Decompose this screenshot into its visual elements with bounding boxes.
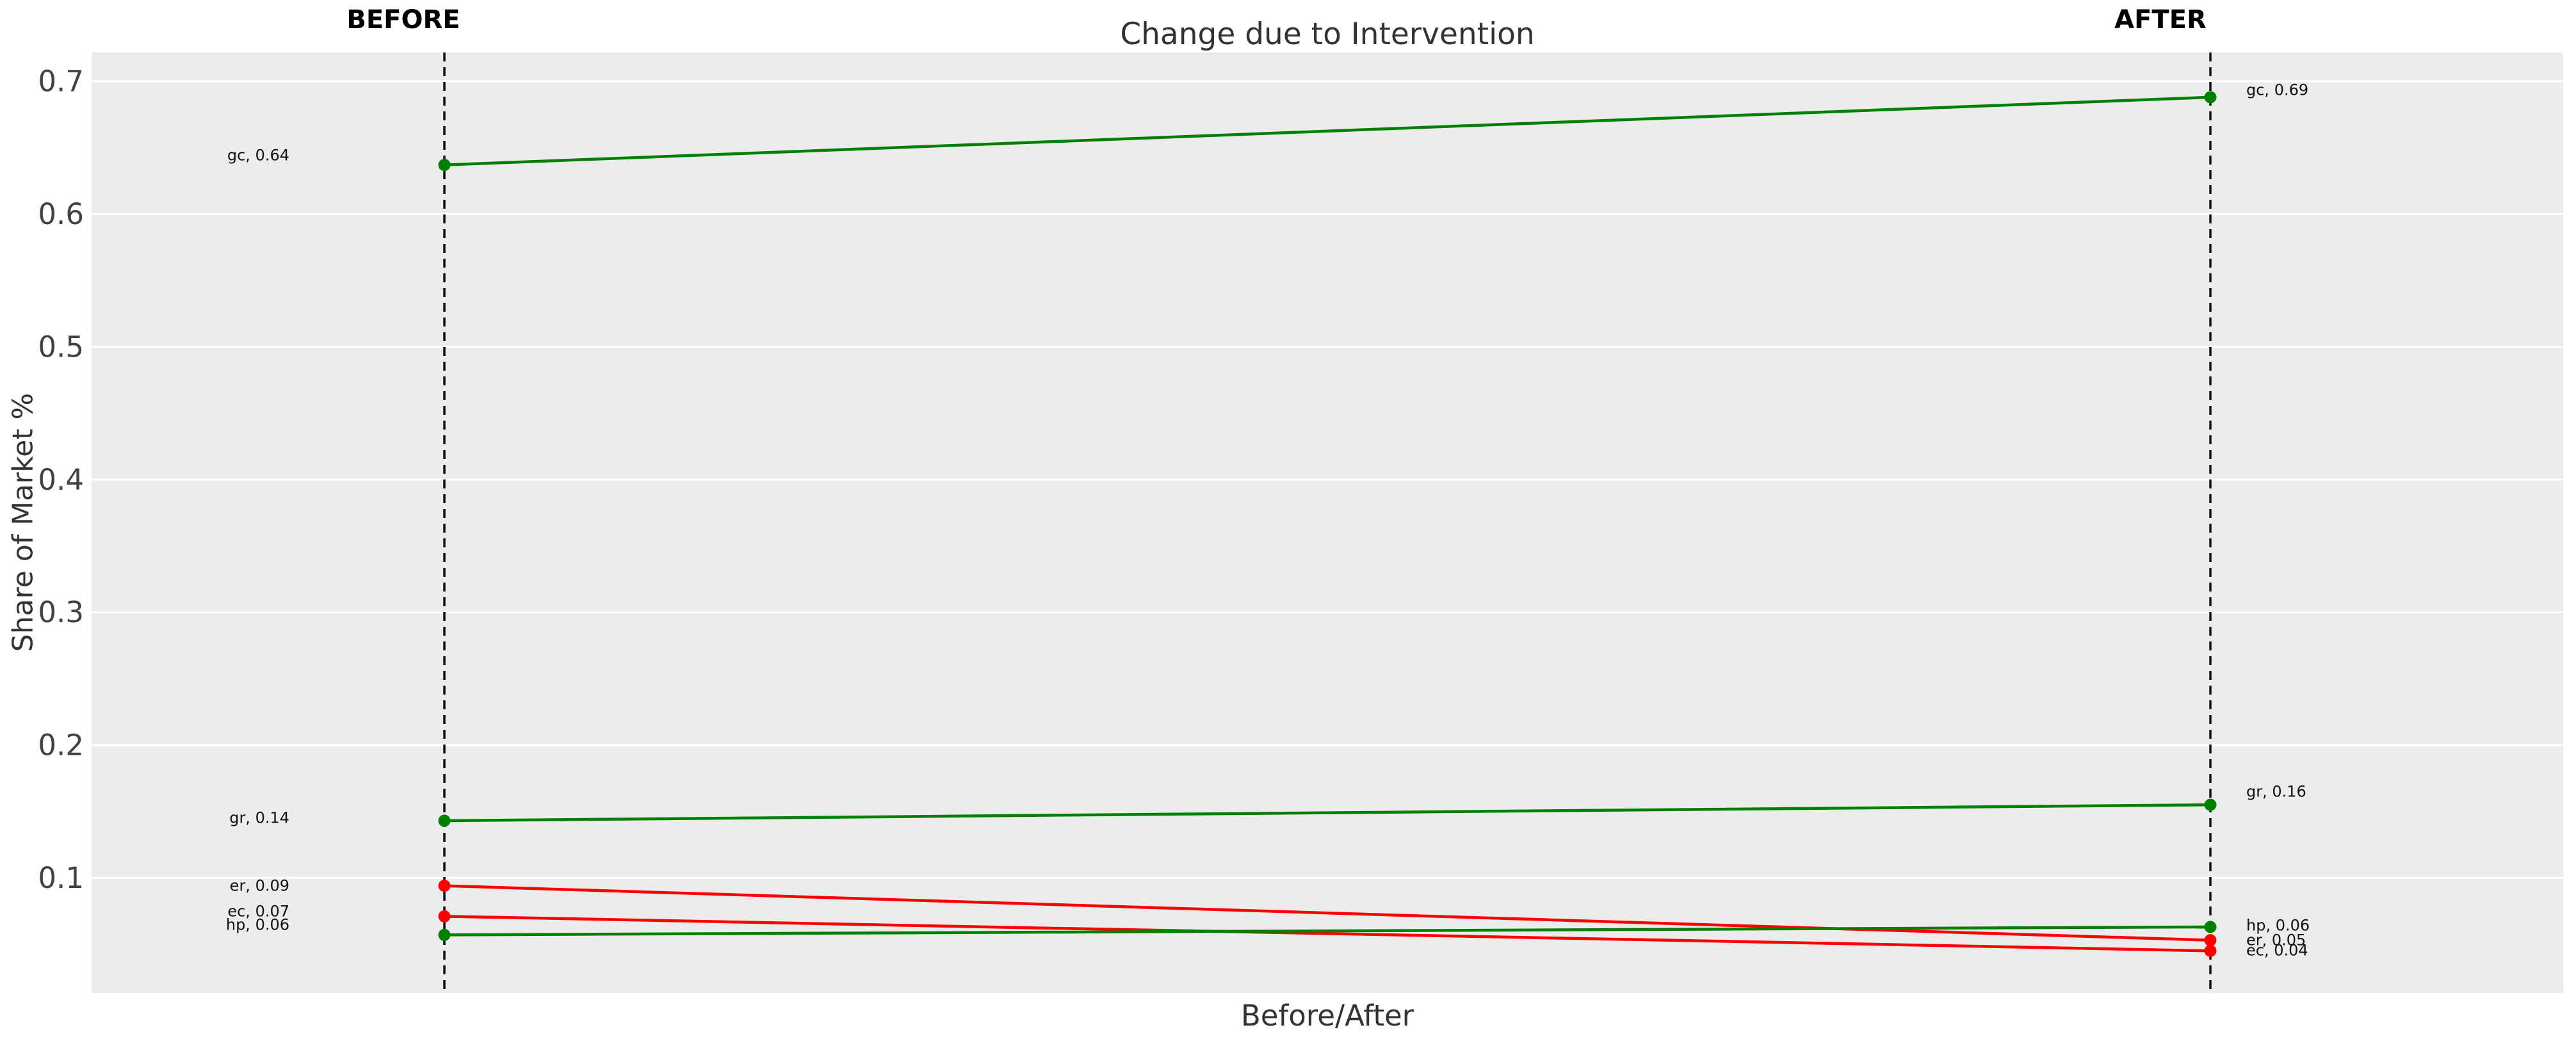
- ytick-label-0.1: 0.1: [38, 861, 84, 895]
- chart-title: Change due to Intervention: [1120, 17, 1535, 52]
- after-column-header: AFTER: [2114, 5, 2207, 35]
- point-label-gc-before: gc, 0.64: [227, 146, 289, 164]
- series-line-er: [444, 884, 2211, 942]
- point-er-before: [438, 880, 451, 892]
- ytick-label-0.6: 0.6: [38, 197, 84, 231]
- point-gr-after: [2204, 798, 2217, 811]
- point-label-hp-after: hp, 0.06: [2246, 916, 2310, 934]
- point-gr-before: [438, 814, 451, 827]
- point-ec-before: [438, 910, 451, 922]
- series-line-ec: [444, 915, 2211, 953]
- point-er-after: [2204, 934, 2217, 947]
- ytick-label-0.4: 0.4: [38, 463, 84, 497]
- point-label-hp-before: hp, 0.06: [226, 915, 289, 933]
- point-label-gr-after: gr, 0.16: [2246, 782, 2306, 800]
- point-hp-before: [438, 928, 451, 941]
- point-gc-after: [2204, 91, 2217, 104]
- y-axis-label: Share of Market %: [6, 392, 40, 652]
- series-line-gc: [444, 95, 2211, 166]
- point-ec-after: [2204, 944, 2217, 957]
- point-hp-after: [2204, 921, 2217, 933]
- ytick-label-0.3: 0.3: [38, 595, 84, 629]
- point-label-gr-before: gr, 0.14: [229, 809, 289, 826]
- before-column-header: BEFORE: [346, 5, 460, 35]
- ytick-label-0.2: 0.2: [38, 729, 84, 762]
- plot-panel: [92, 52, 2563, 993]
- point-label-er-after: er, 0.05: [2246, 931, 2306, 949]
- point-label-gc-after: gc, 0.69: [2246, 81, 2308, 99]
- point-label-ec-before: ec, 0.07: [227, 902, 289, 920]
- x-axis-label: Before/After: [1240, 999, 1414, 1033]
- series-line-hp: [444, 925, 2211, 937]
- point-label-ec-after: ec, 0.04: [2246, 941, 2308, 959]
- point-gc-before: [438, 159, 451, 172]
- ytick-label-0.5: 0.5: [38, 330, 84, 364]
- series-line-gr: [444, 803, 2211, 823]
- ytick-label-0.7: 0.7: [38, 65, 84, 99]
- point-label-er-before: er, 0.09: [230, 876, 289, 894]
